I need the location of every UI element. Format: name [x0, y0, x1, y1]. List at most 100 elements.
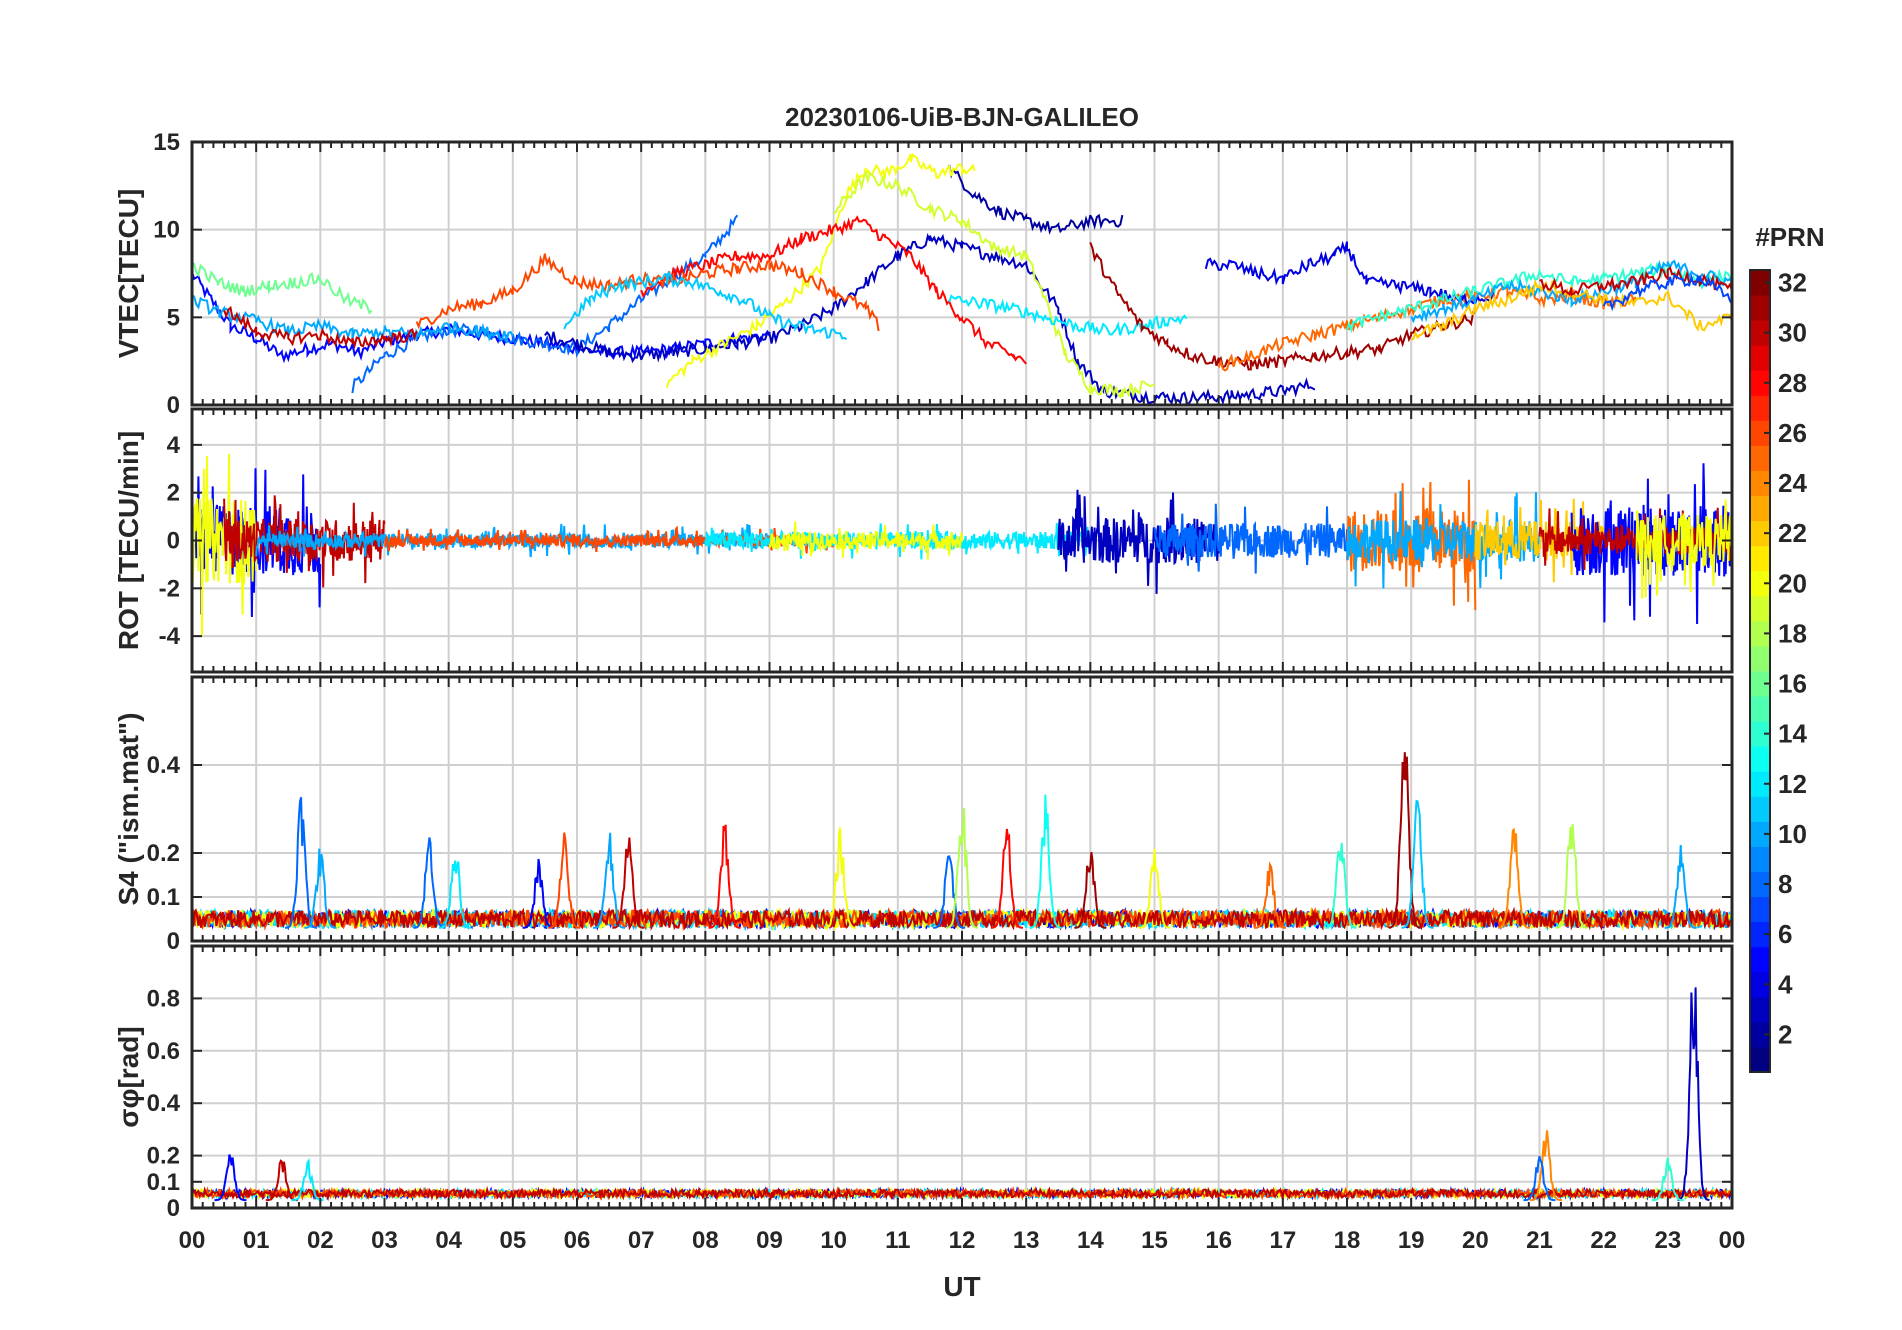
y-tick-label: 0.8 — [147, 985, 180, 1012]
spike-prn-5 — [214, 1154, 247, 1202]
spike-prn-11 — [1401, 799, 1434, 929]
x-tick-label: 05 — [499, 1227, 526, 1254]
spike-prn-8 — [1523, 1155, 1556, 1202]
colorbar-tick-label: 26 — [1778, 418, 1807, 448]
colorbar-segment-prn-17 — [1750, 645, 1770, 672]
vtec-series-prn-28 — [640, 215, 1027, 365]
y-axis-label: σφ[rad] — [113, 1026, 144, 1127]
colorbar-tick-label: 8 — [1778, 869, 1792, 899]
spike-prn-24 — [1497, 827, 1530, 929]
colorbar-segment-prn-14 — [1750, 721, 1770, 747]
spike-prn-3 — [1677, 987, 1710, 1202]
colorbar-segment-prn-25 — [1750, 445, 1770, 471]
colorbar-segment-prn-27 — [1750, 395, 1770, 421]
chart-title: 20230106-UiB-BJN-GALILEO — [785, 102, 1139, 132]
colorbar-segment-prn-4 — [1750, 971, 1770, 998]
rot-series-prn-10 — [255, 523, 770, 558]
colorbar-segment-prn-7 — [1750, 896, 1770, 923]
x-minor-ticks — [191, 142, 1733, 405]
colorbar-segment-prn-10 — [1750, 821, 1770, 847]
colorbar-segment-prn-2 — [1750, 1021, 1770, 1048]
x-tick-label: 12 — [949, 1227, 976, 1254]
colorbar-tick-label: 6 — [1778, 919, 1792, 949]
y-tick-label: 0.2 — [147, 1143, 180, 1170]
colorbar-segment-prn-20 — [1750, 570, 1770, 597]
x-tick-label: 19 — [1398, 1227, 1425, 1254]
y-tick-label: 0 — [167, 928, 180, 955]
y-tick-label: 10 — [153, 217, 180, 244]
spike-prn-28 — [990, 828, 1024, 929]
vtec-series-prn-4 — [1204, 240, 1496, 308]
spike-prn-8 — [933, 855, 966, 929]
spike-prn-18 — [945, 808, 979, 929]
spike-prn-26 — [548, 832, 581, 929]
y-tick-label: 0.1 — [147, 884, 180, 911]
panel-sigma: 00.10.2 0.4 0.6 0.8σφ[rad] — [113, 944, 1734, 1222]
plot-area — [192, 453, 1732, 636]
rot-series-prn-8 — [1153, 503, 1348, 574]
colorbar-segment-prn-11 — [1750, 796, 1770, 822]
spike-prn-10 — [1664, 845, 1697, 929]
colorbar-segment-prn-6 — [1750, 921, 1770, 948]
spike-prn-20 — [823, 827, 857, 929]
x-tick-label: 14 — [1077, 1227, 1104, 1254]
x-tick-label: 20 — [1462, 1227, 1489, 1254]
panel-vtec: 0 5 10 15 VTEC[TECU] — [113, 129, 1734, 419]
spike-prn-18 — [1555, 823, 1588, 929]
x-tick-label: 23 — [1654, 1227, 1681, 1254]
plot-area — [192, 153, 1732, 405]
y-tick-label: 0.4 — [147, 1090, 181, 1117]
vtec-series-prn-31 — [1089, 242, 1476, 371]
y-tick-label: 0 — [167, 528, 180, 555]
x-tick-label: 16 — [1205, 1227, 1232, 1254]
vtec-series-prn-3 — [544, 232, 1316, 405]
colorbar-segment-prn-5 — [1750, 946, 1770, 973]
x-tick-label: 08 — [692, 1227, 719, 1254]
spike-prn-14 — [1651, 1157, 1684, 1202]
colorbar-segment-prn-32 — [1750, 270, 1770, 296]
vtec-series-prn-19 — [833, 171, 1155, 399]
y-tick-label: 0.2 — [147, 840, 180, 867]
x-axis-label: UT — [943, 1271, 980, 1302]
x-minor-ticks — [191, 409, 1733, 672]
spike-prn-14 — [1324, 842, 1357, 929]
x-minor-ticks — [191, 946, 1733, 1208]
colorbar-segment-prn-16 — [1750, 671, 1770, 697]
x-tick-label: 06 — [564, 1227, 591, 1254]
vtec-series-prn-20 — [665, 153, 976, 389]
x-tick-label: 13 — [1013, 1227, 1040, 1254]
spike-prn-25 — [1254, 861, 1286, 929]
y-tick-label: 0 — [167, 1195, 180, 1222]
colorbar-segment-prn-8 — [1750, 871, 1770, 898]
vtec-series-prn-8 — [351, 214, 739, 394]
baseline-series-prn-26 — [192, 906, 1732, 932]
colorbar-segment-prn-28 — [1750, 370, 1770, 396]
x-tick-label: 03 — [371, 1227, 398, 1254]
y-tick-label: -2 — [159, 575, 180, 602]
rot-series-prn-20 — [1635, 499, 1732, 599]
y-axis-label: ROT [TECU/min] — [113, 431, 144, 650]
x-tick-label: 18 — [1334, 1227, 1361, 1254]
x-tick-label: 10 — [820, 1227, 847, 1254]
x-tick-label: 15 — [1141, 1227, 1168, 1254]
spike-prn-31 — [1074, 851, 1107, 929]
colorbar-segment-prn-23 — [1750, 495, 1770, 522]
colorbar-segment-prn-30 — [1750, 320, 1770, 346]
y-tick-label: 0.4 — [147, 752, 181, 779]
vtec-series-prn-11 — [563, 270, 848, 341]
colorbar-segment-prn-21 — [1750, 545, 1770, 572]
colorbar-segment-prn-12 — [1750, 771, 1770, 797]
colorbar-tick-label: 30 — [1778, 318, 1807, 348]
spike-prn-10 — [304, 848, 337, 929]
vtec-series-prn-10 — [192, 259, 1732, 345]
panel-rot: -4 -2 0 2 4 ROT [TECU/min] — [113, 407, 1734, 674]
colorbar-tick-label: 32 — [1778, 268, 1807, 298]
x-tick-label: 17 — [1269, 1227, 1296, 1254]
y-axis-label: VTEC[TECU] — [113, 189, 144, 359]
spike-prn-24 — [1529, 1130, 1562, 1202]
baseline-series-prn-30 — [192, 1185, 1732, 1202]
x-tick-label: 04 — [435, 1227, 462, 1254]
y-tick-label: 0 — [167, 392, 180, 419]
